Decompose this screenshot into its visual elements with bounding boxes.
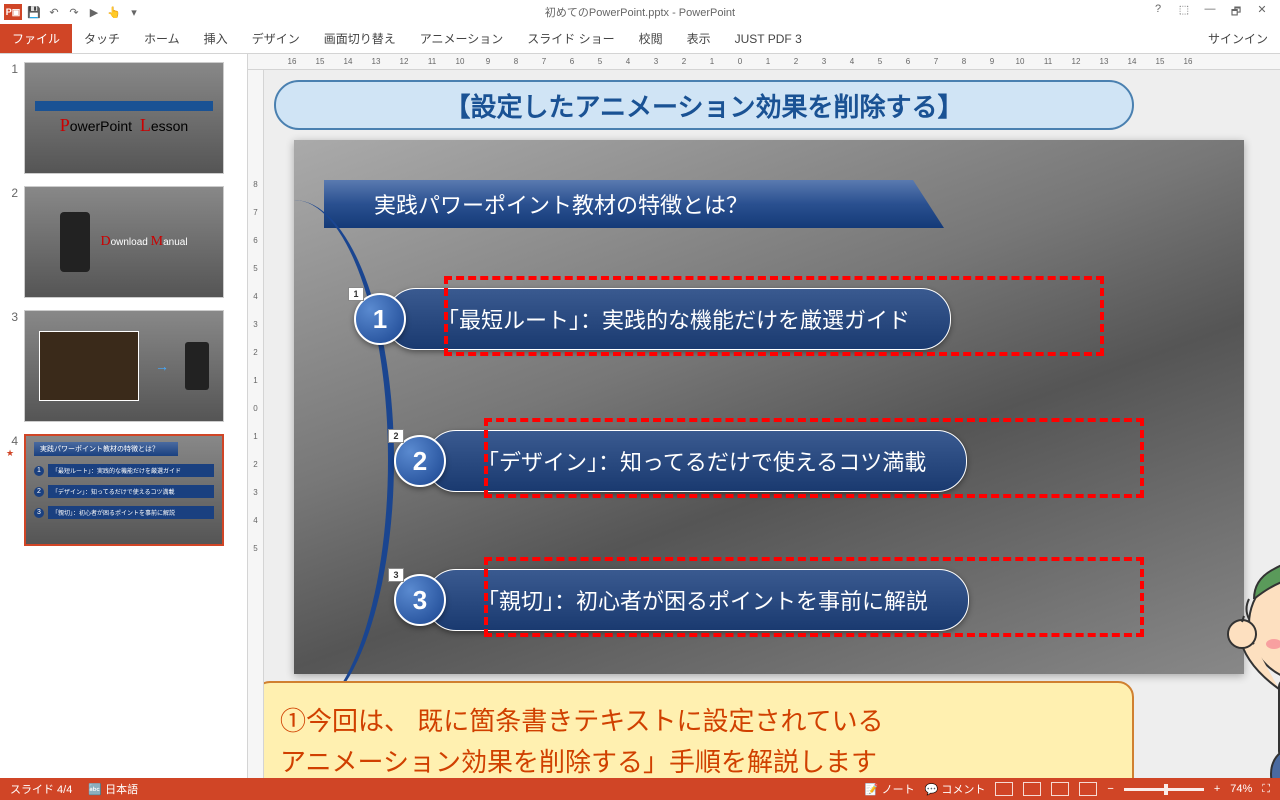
annotation-banner-top: 【設定したアニメーション効果を削除する】 — [274, 80, 1134, 130]
annotation-line2: アニメーション効果を削除する」手順を解説します — [280, 747, 877, 777]
ribbon-display-icon[interactable]: ⬚ — [1176, 3, 1192, 22]
canvas[interactable]: 【設定したアニメーション効果を削除する】 実践パワーポイント教材の特徴とは？ 1… — [264, 70, 1280, 778]
animation-order-tag[interactable]: 3 — [388, 568, 404, 582]
zoom-out-icon[interactable]: − — [1107, 783, 1113, 795]
tab-slideshow[interactable]: スライド ショー — [515, 24, 626, 53]
thumb-image: Download Manual — [24, 186, 224, 298]
touch-mode-icon[interactable]: 👆 — [106, 4, 122, 20]
sorter-view-icon[interactable] — [1023, 782, 1041, 796]
zoom-level[interactable]: 74% — [1230, 783, 1252, 795]
slide-bullet-item[interactable]: 33「親切」：初心者が困るポイントを事前に解説 — [394, 569, 969, 631]
powerpoint-icon: P▣ — [4, 4, 22, 20]
thumbnail-2[interactable]: 2 Download Manual — [6, 186, 241, 298]
selection-dashed-box — [484, 418, 1144, 498]
thumb-image: 実践パワーポイント教材の特徴とは？ 1「最短ルート」：実践的な機能だけを厳選ガイ… — [24, 434, 224, 546]
tab-review[interactable]: 校閲 — [627, 24, 675, 53]
thumb-number: 3 — [6, 310, 18, 422]
minimize-icon[interactable]: — — [1202, 3, 1218, 22]
decorative-curve — [264, 200, 394, 720]
bullet-number-circle: 11 — [354, 293, 406, 345]
thumb-number: 4 — [6, 434, 18, 448]
save-icon[interactable]: 💾 — [26, 4, 42, 20]
horizontal-ruler: 1615141312111098765432101234567891011121… — [248, 54, 1280, 70]
slide-canvas[interactable]: 実践パワーポイント教材の特徴とは？ 11「最短ルート」：実践的な機能だけを厳選ガ… — [294, 140, 1244, 674]
slide-bullet-item[interactable]: 11「最短ルート」：実践的な機能だけを厳選ガイド — [354, 288, 951, 350]
bullet-number-circle: 22 — [394, 435, 446, 487]
mascot-character — [1194, 544, 1280, 778]
tab-justpdf[interactable]: JUST PDF 3 — [723, 24, 814, 53]
tab-transitions[interactable]: 画面切り替え — [312, 24, 408, 53]
help-icon[interactable]: ? — [1150, 3, 1166, 22]
normal-view-icon[interactable] — [995, 782, 1013, 796]
title-bar: P▣ 💾 ↶ ↷ ▶ 👆 ▾ 初めてのPowerPoint.pptx - Pow… — [0, 0, 1280, 24]
redo-icon[interactable]: ↷ — [66, 4, 82, 20]
animation-indicator-icon: ★ — [6, 448, 18, 459]
slide-thumbnails-panel: 1 PowerPoint Lesson 2 Download Manual 3 … — [0, 54, 248, 778]
maximize-icon[interactable]: 🗗 — [1228, 3, 1244, 22]
reading-view-icon[interactable] — [1051, 782, 1069, 796]
slide-title[interactable]: 実践パワーポイント教材の特徴とは？ — [324, 180, 944, 228]
tab-design[interactable]: デザイン — [240, 24, 312, 53]
thumbnail-1[interactable]: 1 PowerPoint Lesson — [6, 62, 241, 174]
animation-order-tag[interactable]: 2 — [388, 429, 404, 443]
slide-counter[interactable]: スライド 4/4 — [10, 781, 72, 797]
undo-icon[interactable]: ↶ — [46, 4, 62, 20]
thumb-image: PowerPoint Lesson — [24, 62, 224, 174]
tab-view[interactable]: 表示 — [675, 24, 723, 53]
qat-customize-icon[interactable]: ▾ — [126, 4, 142, 20]
close-icon[interactable]: ✕ — [1254, 3, 1270, 22]
window-controls: ? ⬚ — 🗗 ✕ — [1150, 3, 1280, 22]
quick-access-toolbar: P▣ 💾 ↶ ↷ ▶ 👆 ▾ — [0, 4, 142, 20]
tab-touch[interactable]: タッチ — [72, 24, 132, 53]
thumb-number: 2 — [6, 186, 18, 298]
window-title: 初めてのPowerPoint.pptx - PowerPoint — [545, 4, 735, 20]
selection-dashed-box — [444, 276, 1104, 356]
status-bar: スライド 4/4 🔤 日本語 📝 ノート 💬 コメント − + 74% ⛶ — [0, 778, 1280, 800]
tab-file[interactable]: ファイル — [0, 24, 72, 53]
slide-bullet-item[interactable]: 22「デザイン」：知ってるだけで使えるコツ満載 — [394, 430, 967, 492]
comments-button[interactable]: 💬 コメント — [925, 781, 986, 797]
tab-animations[interactable]: アニメーション — [408, 24, 516, 53]
tab-insert[interactable]: 挿入 — [192, 24, 240, 53]
vertical-ruler: 87654321012345 — [248, 70, 264, 778]
bullet-number-circle: 33 — [394, 574, 446, 626]
fit-to-window-icon[interactable]: ⛶ — [1262, 783, 1270, 796]
annotation-banner-bottom: ①今回は、 既に箇条書きテキストに設定されている アニメーション効果を削除する」… — [264, 681, 1134, 778]
thumbnail-4[interactable]: 4 ★ 実践パワーポイント教材の特徴とは？ 1「最短ルート」：実践的な機能だけを… — [6, 434, 241, 546]
signin-link[interactable]: サインイン — [1208, 30, 1268, 47]
language-indicator[interactable]: 🔤 日本語 — [88, 781, 138, 797]
zoom-in-icon[interactable]: + — [1214, 783, 1220, 795]
selection-dashed-box — [484, 557, 1144, 637]
ribbon-tabs: ファイル タッチ ホーム 挿入 デザイン 画面切り替え アニメーション スライド… — [0, 24, 1280, 54]
thumbnail-3[interactable]: 3 → — [6, 310, 241, 422]
start-slideshow-icon[interactable]: ▶ — [86, 4, 102, 20]
thumb-number: 1 — [6, 62, 18, 174]
main-area: 1 PowerPoint Lesson 2 Download Manual 3 … — [0, 54, 1280, 778]
thumb-image: → — [24, 310, 224, 422]
notes-button[interactable]: 📝 ノート — [865, 781, 915, 797]
zoom-slider[interactable] — [1124, 788, 1204, 791]
tab-home[interactable]: ホーム — [132, 24, 192, 53]
annotation-line1: ①今回は、 既に箇条書きテキストに設定されている — [280, 706, 884, 736]
slideshow-view-icon[interactable] — [1079, 782, 1097, 796]
slide-editor: 1615141312111098765432101234567891011121… — [248, 54, 1280, 778]
animation-order-tag[interactable]: 1 — [348, 287, 364, 301]
